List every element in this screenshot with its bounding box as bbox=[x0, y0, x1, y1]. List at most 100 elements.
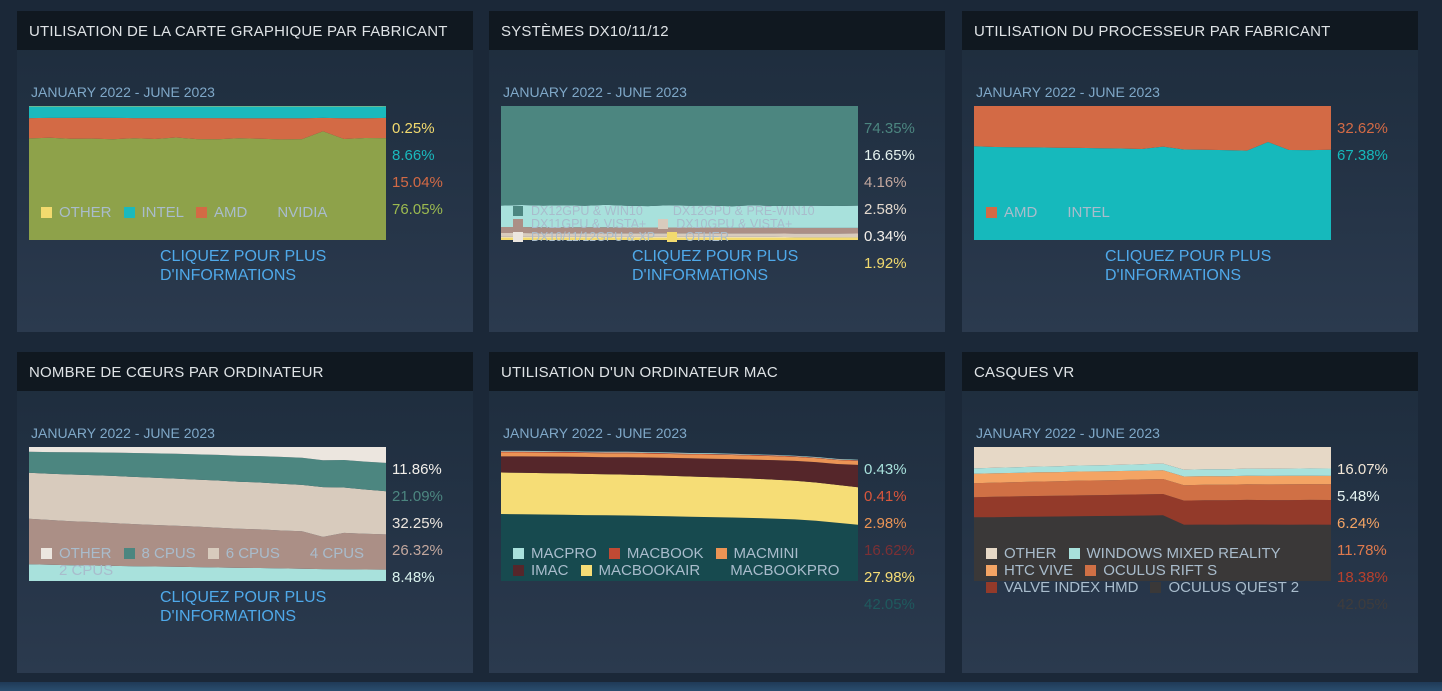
latest-percentages: 11.86% 21.09% 32.25% 26.32% 8.48% bbox=[392, 460, 443, 595]
legend-item-amd: AMD bbox=[986, 204, 1037, 221]
latest-value-label: 5.48% bbox=[1337, 488, 1380, 505]
legend-item-6-cpus: 6 CPUS bbox=[207, 545, 280, 562]
area-series-intel bbox=[29, 106, 386, 119]
area-series-htc-vive bbox=[974, 470, 1331, 486]
chart-period: JANUARY 2022 - JUNE 2023 bbox=[976, 425, 1160, 441]
latest-value-label: 26.32% bbox=[392, 542, 443, 559]
legend-label: OTHER bbox=[685, 230, 729, 244]
legend-label: INTEL bbox=[141, 204, 185, 221]
latest-value-label: 42.05% bbox=[864, 596, 915, 613]
legend-item-imac: IMAC bbox=[513, 562, 569, 579]
latest-value-label: 11.78% bbox=[1337, 542, 1387, 559]
legend-label: NVIDIA bbox=[277, 204, 328, 221]
latest-value-label: 0.34% bbox=[864, 228, 907, 245]
area-series-dx12gpu-win10 bbox=[501, 106, 858, 207]
chart-period: JANUARY 2022 - JUNE 2023 bbox=[503, 425, 687, 441]
area-series-dx10-11-12gpu-xp bbox=[501, 236, 858, 238]
area-series-6-cpus bbox=[29, 472, 386, 537]
latest-value-label: 0.25% bbox=[392, 120, 435, 137]
latest-percentages: 0.25% 8.66% 15.04% 76.05% bbox=[392, 119, 443, 227]
legend-label: 8 CPUS bbox=[141, 545, 196, 562]
chart-legend: OTHER WINDOWS MIXED REALITY HTC VIVE OCULUS… bbox=[986, 545, 1406, 596]
legend-item-dx10-11-12gpu-xp: DX10/11/12GPU & XP bbox=[513, 231, 655, 244]
dx-systems-panel: SYSTÈMES DX10/11/12 JANUARY 2022 - JUNE … bbox=[489, 11, 945, 332]
latest-value-label: 11.86% bbox=[392, 461, 442, 478]
chart-period: JANUARY 2022 - JUNE 2023 bbox=[31, 84, 215, 100]
legend-swatch-icon bbox=[986, 548, 997, 559]
area-series-other bbox=[974, 447, 1331, 470]
latest-value-label: 6.24% bbox=[1337, 515, 1380, 532]
more-info-link[interactable]: CLIQUEZ POUR PLUS D'INFORMATIONS bbox=[160, 248, 327, 284]
legend-swatch-icon bbox=[654, 206, 665, 216]
legend-item-other: OTHER bbox=[41, 545, 112, 562]
legend-item-8-cpus: 8 CPUS bbox=[123, 545, 196, 562]
more-info-link[interactable]: CLIQUEZ POUR PLUS D'INFORMATIONS bbox=[160, 589, 327, 625]
legend-item-other: OTHER bbox=[41, 204, 112, 221]
legend-label: INTEL bbox=[1067, 204, 1110, 221]
legend-swatch-icon bbox=[259, 207, 271, 218]
latest-value-label: 2.98% bbox=[864, 515, 907, 532]
chart-period: JANUARY 2022 - JUNE 2023 bbox=[976, 84, 1160, 100]
legend-label: DX10/11/12GPU & XP bbox=[531, 230, 656, 244]
legend-item-macpro: MACPRO bbox=[513, 545, 597, 562]
legend-item-oculus-quest-2: OCULUS QUEST 2 bbox=[1150, 579, 1299, 596]
legend-swatch-icon bbox=[123, 548, 135, 559]
legend-label: DX12GPU & WIN10 bbox=[531, 204, 643, 218]
legend-item-2-cpus: 2 CPUS bbox=[41, 562, 113, 579]
legend-label: AMD bbox=[214, 204, 248, 221]
legend-swatch-icon bbox=[580, 565, 592, 576]
legend-label: MACMINI bbox=[733, 545, 799, 562]
legend-item-dx10gpu-vista: DX10GPU & VISTA+ bbox=[658, 218, 792, 231]
panel-title: UTILISATION DU PROCESSEUR PAR FABRICANT bbox=[962, 11, 1418, 50]
legend-swatch-icon bbox=[207, 548, 219, 559]
legend-swatch-icon bbox=[41, 207, 52, 218]
legend-item-macbookair: MACBOOKAIR bbox=[580, 562, 700, 579]
legend-label: WINDOWS MIXED REALITY bbox=[1086, 545, 1281, 562]
legend-item-macmini: MACMINI bbox=[715, 545, 799, 562]
latest-value-label: 27.98% bbox=[864, 569, 915, 586]
area-series-valve-index-hmd bbox=[974, 494, 1331, 525]
latest-percentages: 0.43% 0.41% 2.98% 16.62% 27.98% 42.05% bbox=[864, 460, 915, 622]
legend-swatch-icon bbox=[41, 548, 52, 559]
legend-swatch-icon bbox=[513, 232, 523, 242]
legend-item-other: OTHER bbox=[986, 545, 1057, 562]
legend-swatch-icon bbox=[1085, 565, 1097, 576]
legend-item-dx11gpu-vista: DX11GPU & VISTA+ bbox=[513, 218, 646, 231]
legend-swatch-icon bbox=[1150, 582, 1162, 593]
chart-legend: MACPRO MACBOOK MACMINI IMAC MACBOOKAIR MACBOO… bbox=[513, 545, 933, 579]
legend-item-valve-index-hmd: VALVE INDEX HMD bbox=[986, 579, 1138, 596]
latest-value-label: 76.05% bbox=[392, 201, 443, 218]
more-info-link[interactable]: CLIQUEZ POUR PLUS D'INFORMATIONS bbox=[1105, 248, 1272, 284]
latest-value-label: 32.25% bbox=[392, 515, 443, 532]
legend-label: OTHER bbox=[59, 545, 112, 562]
legend-item-4-cpus: 4 CPUS bbox=[291, 545, 364, 562]
legend-item-htc-vive: HTC VIVE bbox=[986, 562, 1073, 579]
legend-item-dx12gpu-pre-win10: DX12GPU & PRE-WIN10 bbox=[654, 205, 815, 218]
legend-item-macbookpro: MACBOOKPRO bbox=[712, 562, 839, 579]
latest-value-label: 0.43% bbox=[864, 461, 907, 478]
area-series-other bbox=[29, 447, 386, 463]
legend-label: MACBOOKPRO bbox=[730, 562, 840, 579]
latest-value-label: 18.38% bbox=[1337, 569, 1388, 586]
area-series-macpro bbox=[501, 450, 858, 461]
more-info-link[interactable]: CLIQUEZ POUR PLUS D'INFORMATIONS bbox=[632, 248, 799, 284]
area-series-amd bbox=[974, 106, 1331, 151]
latest-percentages: 74.35% 16.65% 4.16% 2.58% 0.34% 1.92% bbox=[864, 119, 915, 281]
legend-swatch-icon bbox=[712, 565, 724, 576]
legend-label: 2 CPUS bbox=[59, 562, 114, 579]
cpu-vendor-area-chart bbox=[974, 106, 1331, 240]
legend-swatch-icon bbox=[513, 219, 523, 229]
legend-label: DX11GPU & VISTA+ bbox=[531, 217, 647, 231]
legend-label: DX10GPU & VISTA+ bbox=[676, 217, 793, 231]
gpu-vendor-panel: UTILISATION DE LA CARTE GRAPHIQUE PAR FA… bbox=[17, 11, 473, 332]
legend-label: HTC VIVE bbox=[1004, 562, 1074, 579]
chart-period: JANUARY 2022 - JUNE 2023 bbox=[503, 84, 687, 100]
area-series-8-cpus bbox=[29, 451, 386, 492]
legend-item-intel: INTEL bbox=[1049, 204, 1110, 221]
dx-systems-area-chart bbox=[501, 106, 858, 240]
area-series-dx12gpu-pre-win10 bbox=[501, 204, 858, 228]
latest-percentages: 16.07% 5.48% 6.24% 11.78% 18.38% 42.05% bbox=[1337, 460, 1388, 622]
legend-label: 6 CPUS bbox=[225, 545, 280, 562]
area-series-intel bbox=[974, 142, 1331, 240]
legend-swatch-icon bbox=[715, 548, 727, 559]
